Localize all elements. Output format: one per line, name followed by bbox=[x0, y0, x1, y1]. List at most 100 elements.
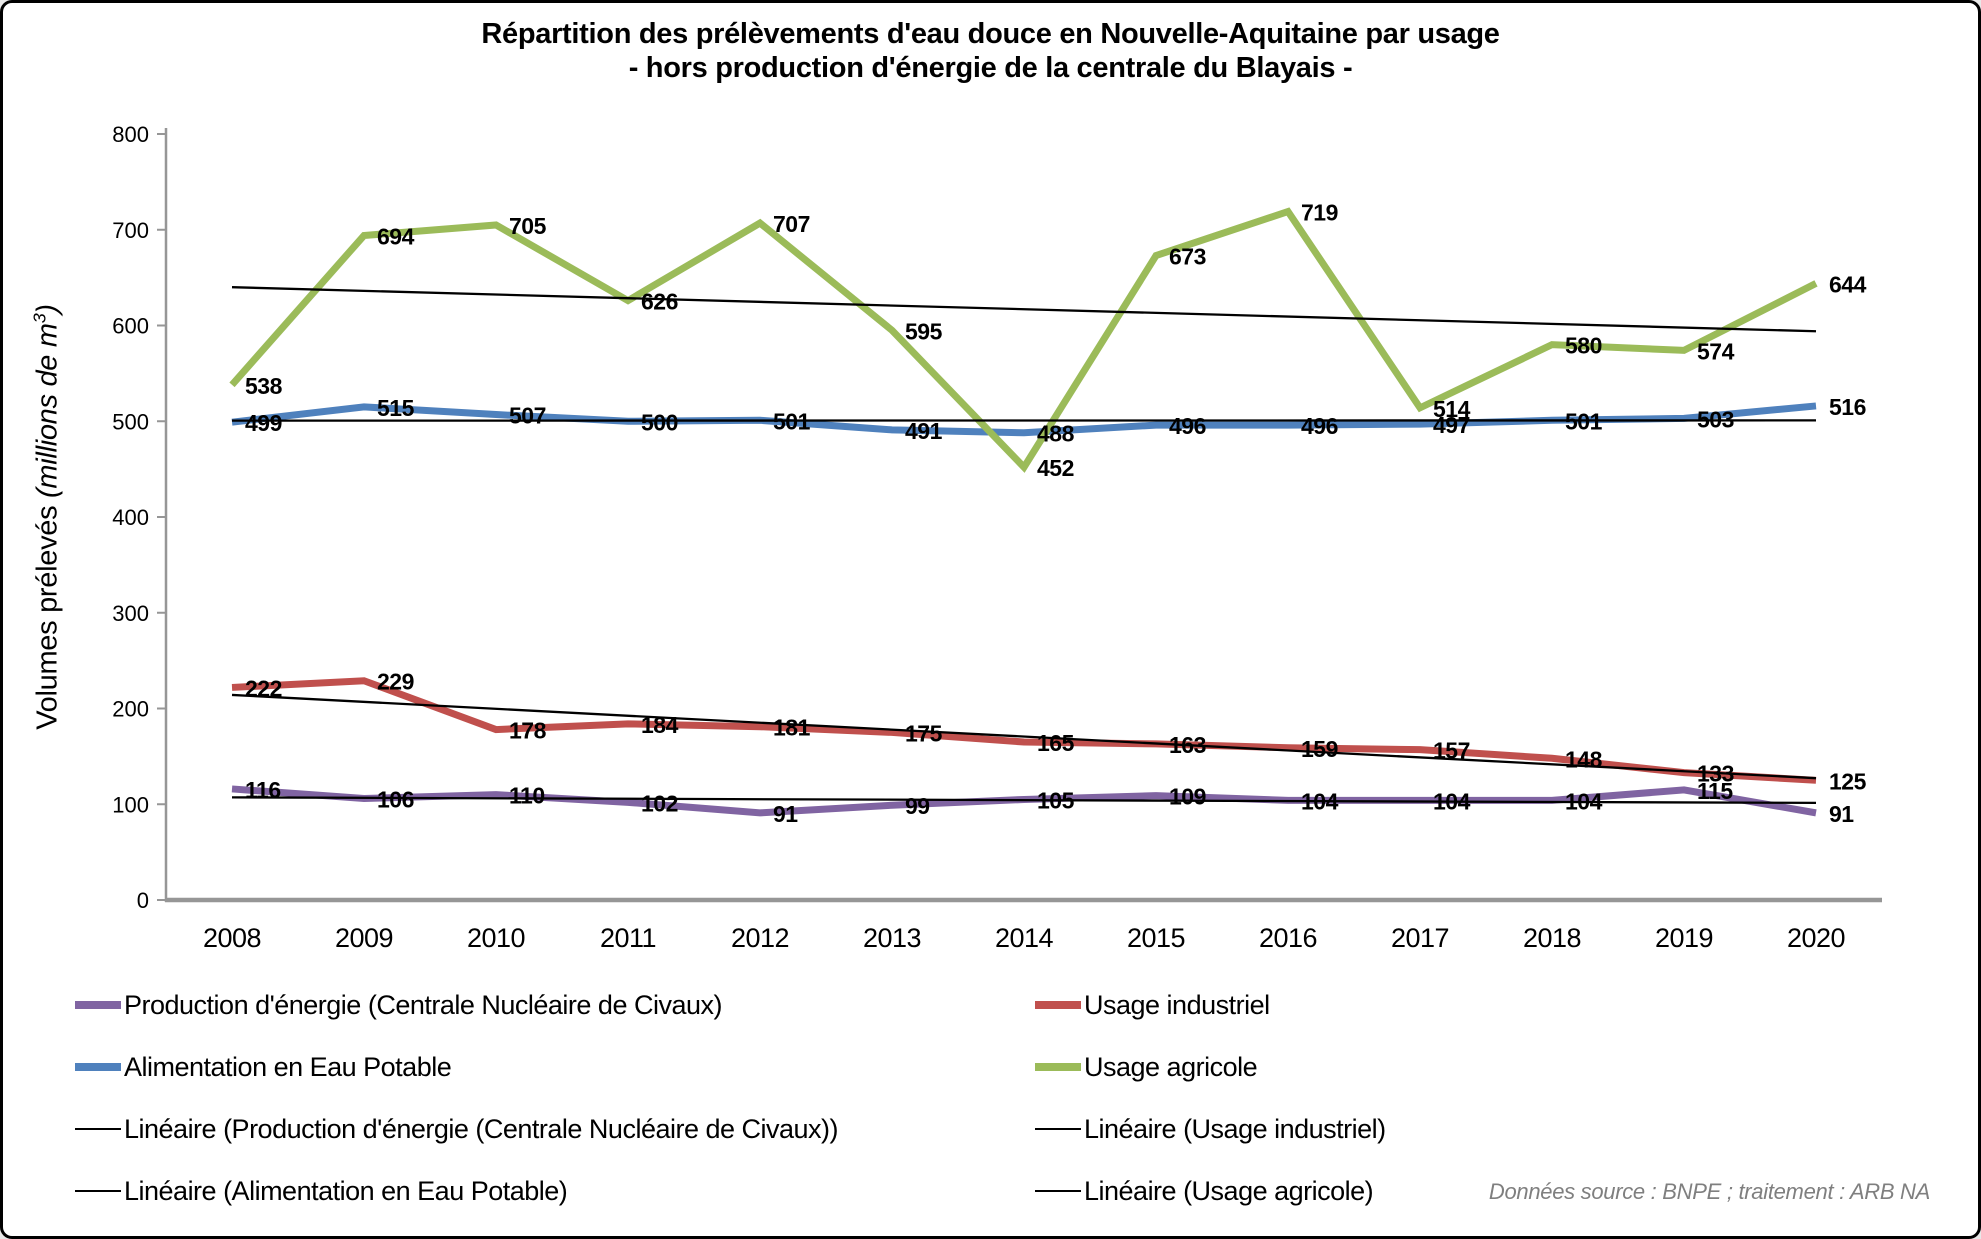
chart-title: Répartition des prélèvements d'eau douce… bbox=[3, 17, 1978, 85]
legend-item-lin-aire-alimentation-en-eau-potable: Linéaire (Alimentation en Eau Potable) bbox=[75, 1174, 838, 1208]
data-label-production-d-nergie-centrale-nucl-aire-de-civaux: 102 bbox=[641, 790, 678, 816]
data-label-production-d-nergie-centrale-nucl-aire-de-civaux: 104 bbox=[1433, 788, 1471, 814]
y-axis-tick-label: 800 bbox=[112, 122, 149, 147]
x-axis-tick-label: 2012 bbox=[731, 923, 789, 953]
data-label-usage-industriel: 163 bbox=[1169, 732, 1206, 758]
legend-item-production-d-nergie-centrale-nucl-aire-de-civaux: Production d'énergie (Centrale Nucléaire… bbox=[75, 988, 838, 1022]
legend-label: Linéaire (Usage industriel) bbox=[1084, 1113, 1386, 1144]
data-label-usage-industriel: 229 bbox=[377, 669, 414, 695]
data-label-production-d-nergie-centrale-nucl-aire-de-civaux: 104 bbox=[1565, 788, 1603, 814]
y-axis-tick-label: 100 bbox=[112, 792, 149, 817]
data-label-alimentation-en-eau-potable: 488 bbox=[1037, 421, 1075, 447]
legend-line-swatch bbox=[1035, 1063, 1081, 1071]
data-label-usage-agricole: 707 bbox=[773, 211, 810, 237]
legend-line-swatch bbox=[1035, 1001, 1081, 1009]
data-label-usage-agricole: 673 bbox=[1169, 244, 1206, 270]
data-label-production-d-nergie-centrale-nucl-aire-de-civaux: 105 bbox=[1037, 787, 1075, 813]
data-label-usage-industriel: 222 bbox=[245, 675, 282, 701]
data-label-production-d-nergie-centrale-nucl-aire-de-civaux: 109 bbox=[1169, 784, 1206, 810]
x-axis-tick-label: 2017 bbox=[1391, 923, 1449, 953]
legend-trendline-swatch bbox=[75, 1190, 121, 1192]
legend-trendline-swatch bbox=[1035, 1128, 1081, 1130]
x-axis-tick-label: 2011 bbox=[600, 923, 656, 953]
legend-label: Production d'énergie (Centrale Nucléaire… bbox=[124, 989, 722, 1020]
chart-title-line1: Répartition des prélèvements d'eau douce… bbox=[481, 18, 1500, 50]
series-line-usage-industriel bbox=[231, 677, 1817, 784]
legend-label: Linéaire (Production d'énergie (Centrale… bbox=[124, 1113, 839, 1144]
data-label-usage-industriel: 125 bbox=[1829, 768, 1867, 794]
data-label-usage-industriel: 133 bbox=[1697, 761, 1734, 787]
trendline-usage-industriel bbox=[231, 693, 1817, 780]
legend-column-right: Usage industriel Usage agricole Linéaire (… bbox=[1035, 988, 1386, 1236]
data-label-production-d-nergie-centrale-nucl-aire-de-civaux: 104 bbox=[1301, 788, 1339, 814]
y-axis-tick-label: 400 bbox=[112, 505, 149, 530]
data-label-usage-industriel: 184 bbox=[641, 712, 679, 738]
data-label-usage-industriel: 178 bbox=[509, 718, 547, 744]
data-label-production-d-nergie-centrale-nucl-aire-de-civaux: 116 bbox=[245, 777, 281, 803]
data-label-production-d-nergie-centrale-nucl-aire-de-civaux: 115 bbox=[1697, 778, 1733, 804]
trendline-production-d-nergie-centrale-nucl-aire-de-civaux bbox=[231, 796, 1817, 805]
data-label-alimentation-en-eau-potable: 503 bbox=[1697, 406, 1734, 432]
data-label-alimentation-en-eau-potable: 496 bbox=[1301, 413, 1338, 439]
data-label-usage-agricole: 514 bbox=[1433, 396, 1471, 422]
data-label-usage-agricole: 626 bbox=[641, 289, 678, 315]
data-label-usage-agricole: 574 bbox=[1697, 338, 1735, 364]
x-axis-tick-label: 2016 bbox=[1259, 923, 1317, 953]
data-label-usage-agricole: 538 bbox=[245, 373, 283, 399]
legend-item-lin-aire-production-d-nergie-centrale-nucl-aire-de-civaux: Linéaire (Production d'énergie (Centrale… bbox=[75, 1112, 839, 1146]
data-label-usage-agricole: 452 bbox=[1037, 455, 1074, 481]
data-label-alimentation-en-eau-potable: 491 bbox=[905, 418, 943, 444]
legend-label: Linéaire (Alimentation en Eau Potable) bbox=[124, 1175, 568, 1206]
series-line-usage-agricole bbox=[229, 207, 1818, 473]
legend-item-usage-industriel: Usage industriel bbox=[1035, 988, 1386, 1022]
legend-item-alimentation-en-eau-potable: Alimentation en Eau Potable bbox=[75, 1050, 838, 1084]
legend-trendline-swatch bbox=[1035, 1190, 1081, 1192]
data-label-production-d-nergie-centrale-nucl-aire-de-civaux: 91 bbox=[1829, 801, 1854, 827]
data-label-alimentation-en-eau-potable: 507 bbox=[509, 403, 546, 429]
data-label-alimentation-en-eau-potable: 500 bbox=[641, 409, 678, 435]
data-label-alimentation-en-eau-potable: 501 bbox=[773, 408, 811, 434]
data-label-usage-industriel: 157 bbox=[1433, 738, 1470, 764]
data-label-alimentation-en-eau-potable: 515 bbox=[377, 395, 415, 421]
data-label-alimentation-en-eau-potable: 516 bbox=[1829, 394, 1866, 420]
x-axis-tick-label: 2010 bbox=[467, 923, 525, 953]
data-label-usage-industriel: 148 bbox=[1565, 746, 1603, 772]
data-label-usage-industriel: 165 bbox=[1037, 730, 1075, 756]
y-axis-tick-label: 300 bbox=[112, 601, 149, 626]
x-axis-tick-label: 2009 bbox=[335, 923, 393, 953]
legend-label: Linéaire (Usage agricole) bbox=[1084, 1175, 1374, 1206]
y-axis-tick-label: 600 bbox=[112, 314, 149, 339]
legend-item-usage-agricole: Usage agricole bbox=[1035, 1050, 1386, 1084]
y-axis-tick-label: 200 bbox=[112, 697, 149, 722]
y-axis-tick-label: 0 bbox=[137, 888, 149, 913]
legend-line-swatch bbox=[75, 1001, 121, 1009]
data-label-usage-agricole: 705 bbox=[509, 213, 547, 239]
legend-label: Usage industriel bbox=[1084, 989, 1270, 1020]
data-label-alimentation-en-eau-potable: 501 bbox=[1565, 408, 1603, 434]
legend-trendline-swatch bbox=[75, 1128, 121, 1130]
data-label-usage-agricole: 644 bbox=[1829, 271, 1867, 297]
chart-title-line2: - hors production d'énergie de la centra… bbox=[628, 52, 1353, 84]
data-label-production-d-nergie-centrale-nucl-aire-de-civaux: 106 bbox=[377, 787, 414, 813]
data-label-production-d-nergie-centrale-nucl-aire-de-civaux: 99 bbox=[905, 793, 930, 819]
data-label-usage-agricole: 719 bbox=[1301, 200, 1338, 226]
data-label-production-d-nergie-centrale-nucl-aire-de-civaux: 91 bbox=[773, 801, 798, 827]
y-axis-tick-label: 700 bbox=[112, 218, 149, 243]
x-axis-tick-label: 2020 bbox=[1787, 923, 1845, 953]
data-label-alimentation-en-eau-potable: 496 bbox=[1169, 413, 1206, 439]
data-label-alimentation-en-eau-potable: 499 bbox=[245, 410, 282, 436]
data-label-usage-agricole: 694 bbox=[377, 223, 415, 249]
line-chart: 0 100 200 300 400 500 600 700 800 2008 2009 2010 201… bbox=[112, 122, 1882, 953]
legend-label: Usage agricole bbox=[1084, 1051, 1258, 1082]
data-label-usage-agricole: 595 bbox=[905, 318, 943, 344]
data-label-alimentation-en-eau-potable: 497 bbox=[1433, 412, 1470, 438]
legend-line-swatch bbox=[75, 1063, 121, 1071]
data-label-usage-industriel: 159 bbox=[1301, 736, 1338, 762]
x-axis-tick-label: 2013 bbox=[863, 923, 921, 953]
data-label-usage-agricole: 580 bbox=[1565, 333, 1602, 359]
source-note: Données source : BNPE ; traitement : ARB… bbox=[1488, 1179, 1930, 1204]
x-axis-tick-label: 2014 bbox=[995, 923, 1054, 953]
x-axis-tick-label: 2008 bbox=[203, 923, 261, 953]
legend-item-lin-aire-usage-industriel: Linéaire (Usage industriel) bbox=[1035, 1112, 1386, 1146]
